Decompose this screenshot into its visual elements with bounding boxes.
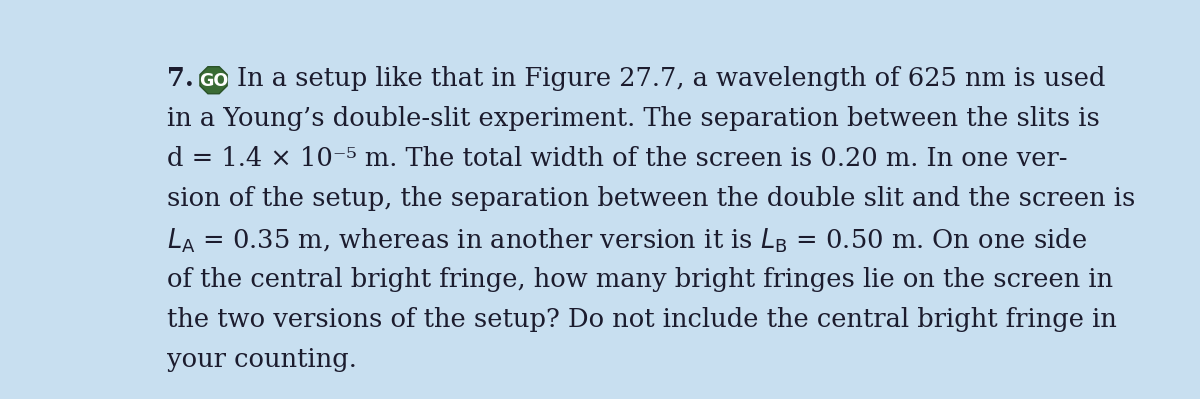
Text: d = 1.4 × 10⁻⁵ m. The total width of the screen is 0.20 m. In one ver-: d = 1.4 × 10⁻⁵ m. The total width of the… — [167, 146, 1068, 172]
Text: 7.: 7. — [167, 66, 194, 91]
Text: in a Young’s double-slit experiment. The separation between the slits is: in a Young’s double-slit experiment. The… — [167, 107, 1100, 131]
Text: the two versions of the setup? Do not include the central bright fringe in: the two versions of the setup? Do not in… — [167, 306, 1117, 332]
Text: GO: GO — [199, 72, 228, 90]
Text: your counting.: your counting. — [167, 347, 356, 371]
Polygon shape — [200, 67, 227, 94]
Text: of the central bright fringe, how many bright fringes lie on the screen in: of the central bright fringe, how many b… — [167, 267, 1114, 292]
Text: $L_{\mathrm{A}}$ = 0.35 m, whereas in another version it is $L_{\mathrm{B}}$ = 0: $L_{\mathrm{A}}$ = 0.35 m, whereas in an… — [167, 227, 1087, 255]
Text: In a setup like that in Figure 27.7, a wavelength of 625 nm is used: In a setup like that in Figure 27.7, a w… — [236, 66, 1105, 91]
Text: sion of the setup, the separation between the double slit and the screen is: sion of the setup, the separation betwee… — [167, 186, 1135, 211]
